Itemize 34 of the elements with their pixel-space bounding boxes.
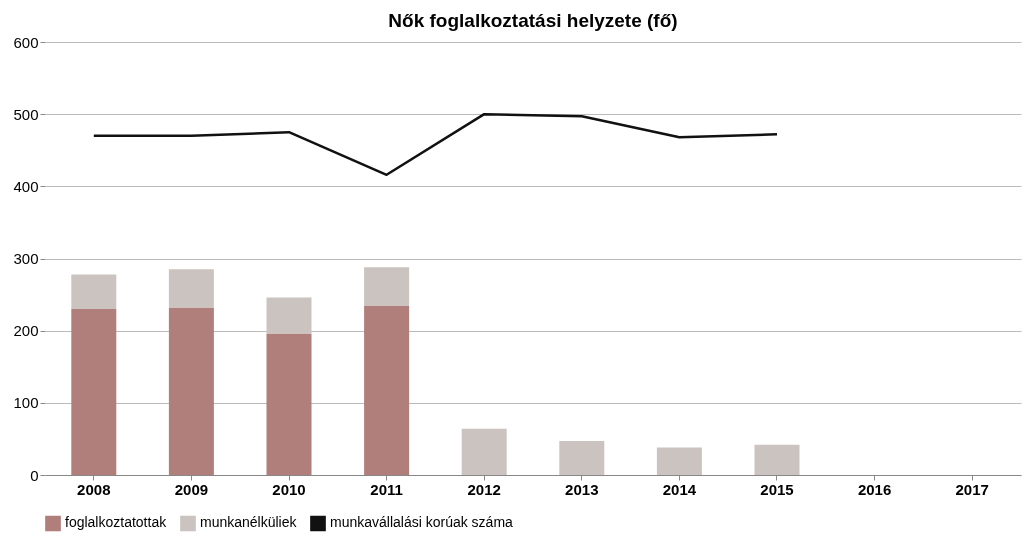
bar	[266, 297, 312, 334]
y-tick-label: 400	[13, 177, 39, 195]
legend-label: munkavállalási korúak száma	[330, 514, 514, 531]
bar	[461, 428, 507, 475]
bar	[364, 267, 410, 306]
bar	[754, 444, 800, 475]
x-tick-label: 2009	[174, 480, 209, 498]
bar	[71, 309, 117, 475]
bar	[364, 305, 410, 475]
y-tick-label: 300	[13, 250, 39, 267]
y-tick-label: 100	[13, 394, 39, 412]
x-tick-label: 2013	[565, 480, 599, 498]
legend-label: foglalkoztatottak	[65, 514, 168, 531]
x-tick-label: 2016	[857, 480, 892, 498]
y-tick-label: 0	[30, 466, 39, 484]
x-tick-label: 2011	[370, 480, 403, 498]
bar	[656, 447, 702, 475]
x-tick-label: 2010	[272, 480, 306, 498]
x-tick-label: 2015	[760, 480, 794, 498]
y-tick-label: 200	[13, 322, 39, 340]
chart-title: Nők foglalkoztatási helyzete (fő)	[388, 10, 678, 31]
bar	[266, 333, 312, 475]
x-tick-label: 2008	[77, 480, 111, 498]
y-tick-label: 500	[13, 105, 39, 123]
bar	[71, 274, 117, 310]
bar	[168, 307, 214, 475]
x-tick-label: 2017	[955, 480, 989, 498]
bar	[559, 441, 605, 475]
bar	[168, 269, 214, 308]
legend-label: munkanélküliek	[200, 514, 298, 531]
line-series	[92, 112, 779, 177]
x-tick-label: 2014	[662, 480, 697, 498]
x-tick-label: 2012	[467, 480, 501, 498]
y-tick-label: 600	[13, 33, 39, 51]
